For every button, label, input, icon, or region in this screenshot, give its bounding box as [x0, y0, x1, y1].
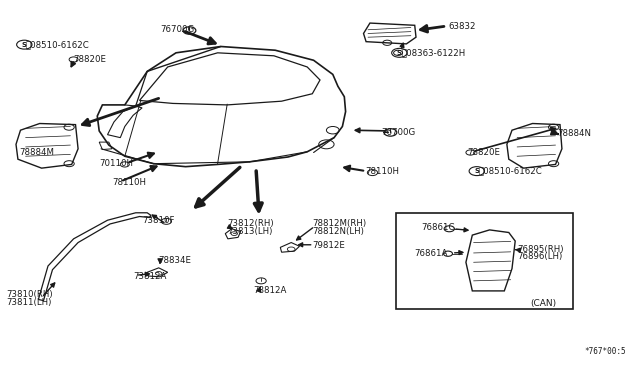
Text: 70110H: 70110H — [99, 159, 133, 168]
Text: 78812A: 78812A — [253, 286, 286, 295]
Text: 76895(RH): 76895(RH) — [517, 245, 564, 254]
Text: 76896(LH): 76896(LH) — [517, 252, 563, 261]
Text: *767*00:5: *767*00:5 — [584, 347, 626, 356]
Text: 73812(RH): 73812(RH) — [227, 219, 274, 228]
Text: 76861C: 76861C — [421, 223, 454, 232]
Text: 73810(RH): 73810(RH) — [6, 290, 53, 299]
Text: Ⓢ08363-6122H: Ⓢ08363-6122H — [402, 48, 466, 57]
Text: S: S — [474, 168, 479, 174]
Text: 78884N: 78884N — [557, 129, 591, 138]
Text: 73812A: 73812A — [133, 272, 166, 280]
Text: 78820E: 78820E — [467, 148, 500, 157]
Text: S: S — [22, 42, 27, 48]
Text: 76700G: 76700G — [160, 25, 195, 34]
Text: S: S — [397, 50, 402, 56]
Text: 73813(LH): 73813(LH) — [227, 227, 273, 236]
Text: 78812N(LH): 78812N(LH) — [312, 227, 364, 236]
Text: 63832: 63832 — [448, 22, 476, 31]
Text: 78820E: 78820E — [74, 55, 107, 64]
Text: 76700G: 76700G — [381, 128, 415, 137]
Text: 73810F: 73810F — [142, 216, 175, 225]
Text: 79812E: 79812E — [312, 241, 345, 250]
Text: 78834E: 78834E — [159, 256, 192, 265]
Text: 73811(LH): 73811(LH) — [6, 298, 52, 307]
Text: 78812M(RH): 78812M(RH) — [312, 219, 367, 228]
Text: 78884M: 78884M — [19, 148, 54, 157]
Bar — [396, 213, 573, 309]
Text: Ⓢ08510-6162C: Ⓢ08510-6162C — [26, 40, 90, 49]
Text: 76861A: 76861A — [415, 249, 448, 258]
Text: Ⓢ08510-6162C: Ⓢ08510-6162C — [479, 167, 543, 176]
Text: 78110H: 78110H — [365, 167, 399, 176]
Text: 78110H: 78110H — [112, 178, 146, 187]
Text: (CAN): (CAN) — [530, 299, 556, 308]
